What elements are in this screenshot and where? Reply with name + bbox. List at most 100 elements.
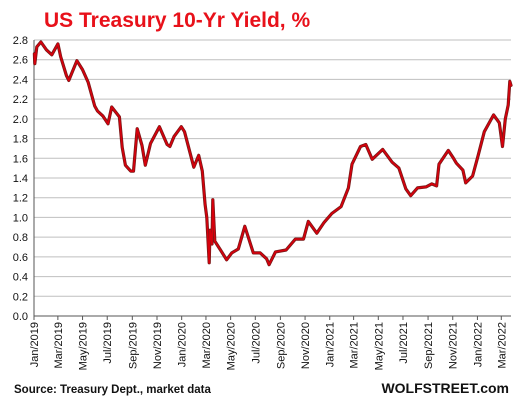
data-point	[430, 183, 433, 185]
data-point	[381, 148, 384, 151]
data-point	[225, 258, 228, 261]
y-tick-label: 1.2	[13, 193, 28, 205]
brand-name: WOLFSTREET.com	[381, 380, 509, 396]
data-point	[498, 121, 501, 124]
y-tick-label: 2.4	[13, 74, 28, 86]
data-point	[33, 52, 36, 55]
data-point	[307, 220, 310, 223]
data-point	[101, 115, 104, 117]
data-point	[398, 167, 400, 170]
data-point	[166, 143, 169, 146]
data-point	[205, 216, 208, 219]
x-tick-label: Jan/2021	[325, 322, 337, 367]
data-point	[57, 43, 59, 45]
data-point	[93, 105, 96, 107]
data-point	[230, 252, 233, 254]
data-point	[302, 238, 305, 241]
data-point	[265, 257, 268, 260]
x-tick-label: Mar/2019	[53, 322, 65, 368]
data-point	[447, 149, 450, 152]
data-point	[504, 118, 507, 120]
data-point	[211, 243, 213, 245]
data-point	[183, 130, 186, 133]
y-tick-label: 0.8	[13, 232, 28, 244]
data-point	[118, 116, 121, 118]
data-point	[87, 81, 90, 84]
x-tick-label: Nov/2021	[448, 322, 460, 369]
y-tick-label: 2.2	[13, 94, 28, 106]
data-point	[211, 198, 214, 201]
data-point	[492, 114, 495, 116]
grid	[34, 39, 511, 297]
x-tick-label: Jul/2019	[102, 322, 114, 364]
x-tick-label: Jul/2021	[398, 322, 410, 364]
data-point	[371, 158, 374, 161]
x-tick-label: Sep/2021	[423, 322, 435, 369]
series-line-shadow	[32, 40, 513, 267]
y-tick-label: 1.8	[13, 134, 28, 146]
data-point	[219, 249, 222, 251]
x-tick-label: Jul/2020	[250, 322, 262, 364]
data-point	[197, 154, 200, 157]
x-tick-label: Sep/2019	[127, 322, 139, 369]
data-point	[330, 212, 333, 215]
data-point	[483, 130, 486, 133]
y-tick-label: 0.2	[13, 291, 28, 303]
data-point	[464, 182, 467, 184]
data-point	[59, 55, 62, 58]
data-point	[124, 164, 127, 167]
data-point	[45, 49, 48, 51]
data-point	[416, 187, 419, 189]
x-tick-label: May/2021	[373, 322, 385, 370]
series-layer	[32, 40, 513, 267]
y-tick-label: 1.6	[13, 153, 28, 165]
x-axis: Jan/2019 Mar/2019 May/2019 Jul/2019 Sep/2019…	[29, 316, 508, 370]
data-point	[455, 162, 458, 165]
data-point	[462, 169, 464, 172]
data-point	[67, 79, 70, 82]
source-note: Source: Treasury Dept., market data	[14, 384, 211, 396]
data-point	[201, 170, 204, 173]
data-point	[144, 164, 147, 167]
data-point	[149, 142, 152, 145]
x-tick-label: Sep/2020	[275, 322, 287, 369]
data-point	[438, 163, 440, 166]
axes	[33, 40, 511, 317]
y-tick-label: 1.0	[13, 212, 28, 224]
data-point	[204, 203, 207, 206]
data-point	[35, 46, 38, 48]
x-tick-label: Mar/2020	[201, 322, 213, 368]
data-point	[510, 84, 512, 87]
x-tick-label: Jan/2020	[177, 322, 189, 367]
data-point	[364, 143, 367, 146]
data-point	[323, 221, 325, 224]
y-tick-label: 0.4	[13, 272, 28, 284]
x-tick-label: Nov/2019	[152, 322, 164, 369]
data-point	[268, 263, 270, 266]
y-tick-label: 1.4	[13, 173, 28, 185]
data-point	[81, 68, 84, 71]
x-tick-label: Jan/2019	[29, 322, 41, 367]
data-point	[435, 185, 438, 187]
y-tick-label: 2.6	[13, 55, 28, 67]
data-point	[477, 154, 480, 157]
data-point	[136, 127, 139, 130]
data-point	[107, 122, 109, 125]
data-point	[213, 240, 216, 243]
data-point	[391, 161, 393, 164]
data-point	[404, 187, 407, 190]
data-point	[425, 186, 427, 188]
data-point	[110, 106, 113, 108]
data-point	[294, 238, 297, 241]
data-point	[50, 53, 53, 56]
data-point	[351, 163, 353, 166]
data-point	[208, 261, 211, 264]
data-point	[180, 125, 183, 128]
data-point	[252, 252, 255, 254]
data-point	[76, 59, 78, 62]
data-point	[40, 41, 42, 43]
y-tick-label: 0.0	[13, 311, 28, 323]
data-point	[209, 229, 211, 232]
data-point	[132, 170, 135, 173]
y-tick-label: 2.0	[13, 114, 28, 126]
